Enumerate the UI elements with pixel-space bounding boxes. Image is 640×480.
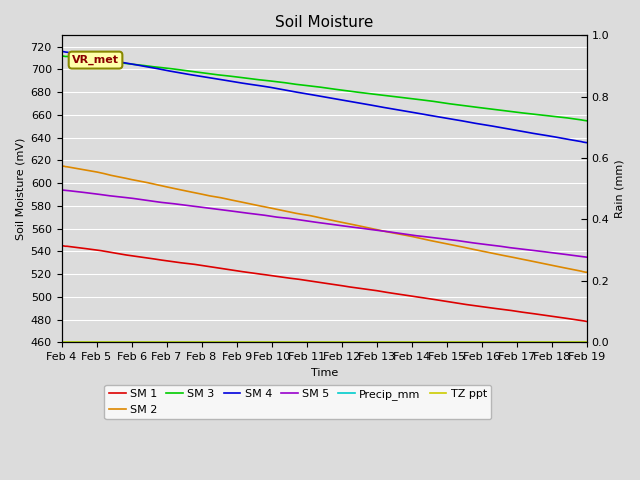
TZ ppt [328, 339, 335, 345]
TZ ppt [76, 339, 83, 345]
Precip_mm [328, 339, 335, 345]
SM 2 [432, 239, 440, 244]
SM 2 [58, 163, 65, 169]
Precip_mm [510, 339, 518, 345]
SM 4 [579, 139, 586, 145]
SM 2 [583, 269, 591, 275]
TZ ppt [510, 339, 518, 345]
SM 5 [328, 221, 335, 227]
SM 3 [510, 109, 518, 115]
Precip_mm [432, 339, 440, 345]
TZ ppt [583, 339, 591, 345]
SM 3 [583, 118, 591, 124]
X-axis label: Time: Time [310, 368, 338, 378]
Y-axis label: Rain (mm): Rain (mm) [615, 159, 625, 218]
SM 3 [328, 86, 335, 92]
Precip_mm [583, 339, 591, 345]
SM 2 [328, 217, 335, 223]
Line: SM 2: SM 2 [61, 166, 587, 272]
SM 1 [510, 308, 518, 314]
Line: SM 5: SM 5 [61, 190, 587, 257]
Legend: SM 1, SM 2, SM 3, SM 4, SM 5, Precip_mm, TZ ppt: SM 1, SM 2, SM 3, SM 4, SM 5, Precip_mm,… [104, 384, 492, 419]
SM 5 [432, 235, 440, 241]
SM 5 [58, 187, 65, 193]
SM 1 [432, 297, 440, 302]
Precip_mm [579, 339, 586, 345]
SM 3 [58, 53, 65, 59]
SM 3 [76, 55, 83, 60]
SM 1 [328, 281, 335, 287]
TZ ppt [92, 339, 100, 345]
Precip_mm [58, 339, 65, 345]
SM 2 [92, 169, 100, 175]
Line: SM 4: SM 4 [61, 51, 587, 143]
TZ ppt [579, 339, 586, 345]
SM 2 [510, 255, 518, 261]
SM 2 [76, 166, 83, 172]
SM 5 [76, 189, 83, 195]
SM 4 [328, 96, 335, 101]
SM 4 [510, 127, 518, 133]
SM 3 [432, 99, 440, 105]
SM 4 [92, 55, 100, 60]
SM 4 [432, 114, 440, 120]
SM 4 [58, 48, 65, 54]
Line: SM 1: SM 1 [61, 246, 587, 322]
SM 1 [76, 245, 83, 251]
SM 5 [583, 254, 591, 260]
SM 2 [579, 269, 586, 275]
Title: Soil Moisture: Soil Moisture [275, 15, 373, 30]
TZ ppt [58, 339, 65, 345]
SM 1 [92, 247, 100, 253]
SM 5 [92, 191, 100, 197]
SM 4 [76, 51, 83, 57]
SM 5 [579, 254, 586, 260]
TZ ppt [432, 339, 440, 345]
SM 1 [579, 318, 586, 324]
Precip_mm [92, 339, 100, 345]
Text: VR_met: VR_met [72, 55, 119, 65]
SM 1 [583, 319, 591, 324]
SM 5 [510, 245, 518, 251]
SM 3 [579, 117, 586, 123]
SM 4 [583, 140, 591, 145]
Precip_mm [76, 339, 83, 345]
SM 1 [58, 243, 65, 249]
Line: SM 3: SM 3 [61, 56, 587, 121]
SM 3 [92, 57, 100, 62]
Y-axis label: Soil Moisture (mV): Soil Moisture (mV) [15, 138, 25, 240]
